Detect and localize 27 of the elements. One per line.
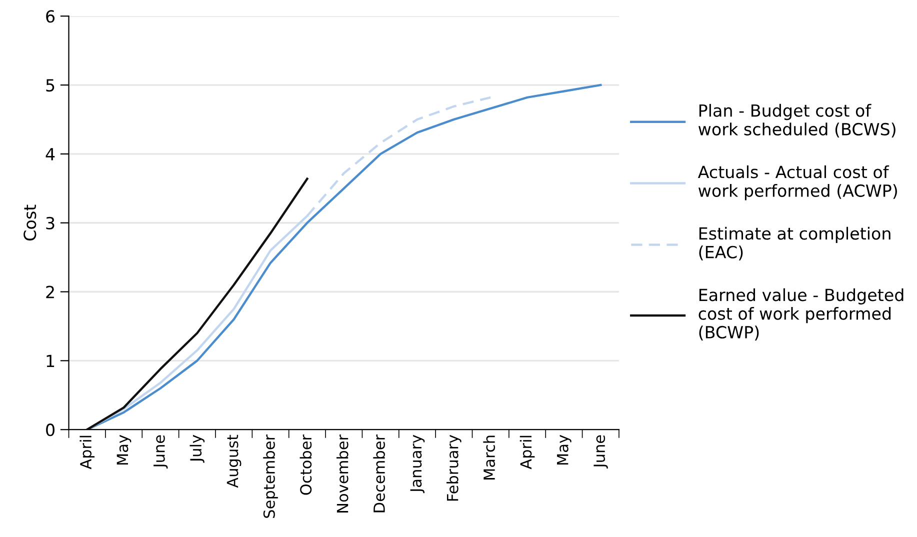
y-axis-title: Cost bbox=[24, 204, 36, 240]
x-tick-label: December bbox=[373, 434, 385, 512]
y-tick-label: 3 bbox=[46, 216, 54, 230]
x-tick-label: April bbox=[80, 436, 95, 470]
y-tick-label: 6 bbox=[46, 10, 55, 23]
x-tick-label: January bbox=[410, 434, 425, 494]
x-tick-label: September bbox=[263, 434, 278, 518]
legend-label: Plan - Budget cost of work scheduled (BCWS) bbox=[698, 104, 896, 138]
y-tick-label: 0 bbox=[46, 424, 54, 436]
x-tick-label: May bbox=[557, 434, 572, 465]
x-tick-label: July bbox=[190, 434, 205, 463]
x-tick-label: February bbox=[446, 434, 462, 501]
legend-label: Estimate at completion (EAC) bbox=[699, 226, 890, 260]
y-tick-label: 4 bbox=[46, 148, 55, 160]
y-tick-label: 2 bbox=[46, 286, 54, 298]
x-tick-label: April bbox=[520, 436, 535, 470]
x-tick-label: August bbox=[226, 434, 242, 488]
x-tick-label: June bbox=[594, 435, 608, 469]
y-tick-label: 5 bbox=[46, 79, 54, 92]
legend-label: Actuals - Actual cost of work performed (ACWP) bbox=[698, 165, 897, 200]
legend-label: Earned value - Budgeted cost of work performed (BCWP) bbox=[698, 288, 904, 341]
x-tick-label: May bbox=[116, 434, 132, 465]
x-tick-label: October bbox=[300, 434, 312, 495]
x-tick-label: November bbox=[336, 434, 348, 512]
y-tick-label: 1 bbox=[46, 354, 54, 368]
x-tick-label: March bbox=[483, 436, 496, 480]
x-tick-label: June bbox=[154, 435, 168, 469]
